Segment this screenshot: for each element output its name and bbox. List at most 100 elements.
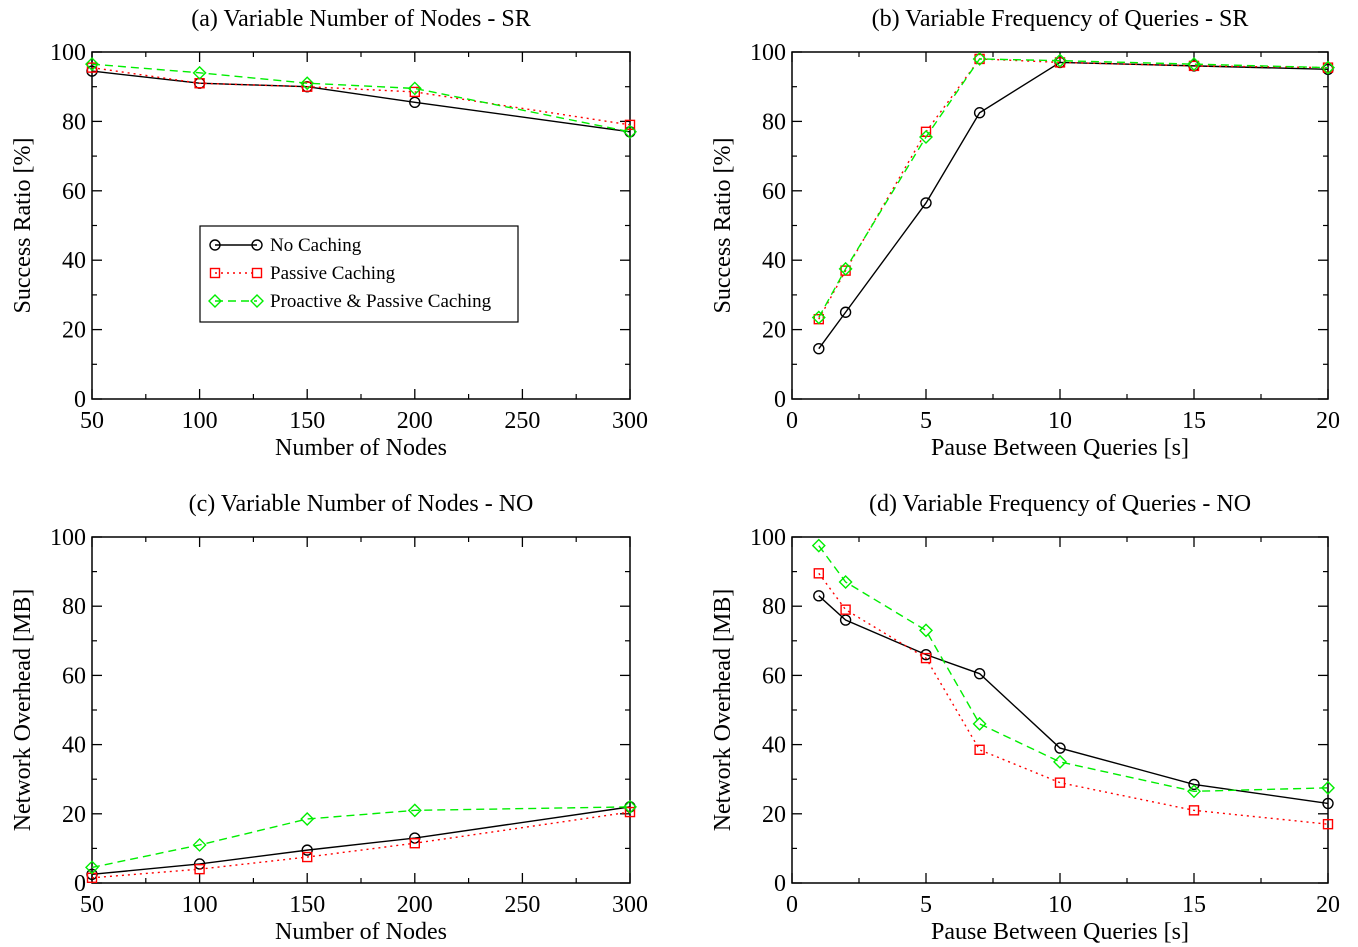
series-line <box>91 806 631 876</box>
data-point <box>300 812 315 826</box>
data-point <box>409 86 420 98</box>
legend-entry: Passive Caching <box>270 263 396 284</box>
x-tick-label: 5 <box>920 408 932 434</box>
y-tick-label: 100 <box>50 525 86 551</box>
data-point <box>1321 780 1335 795</box>
data-point <box>409 838 420 849</box>
series-2 <box>811 51 1335 325</box>
y-tick-label: 80 <box>62 109 86 135</box>
data-point <box>813 568 824 579</box>
data-point <box>409 96 421 109</box>
data-point <box>839 306 852 318</box>
series-line <box>818 58 1329 318</box>
data-point <box>624 126 636 138</box>
x-tick-label: 0 <box>786 892 798 918</box>
chart-panel-3: (d) Variable Frequency of Queries - NO 0 5… <box>710 491 1340 945</box>
x-tick-label: 50 <box>80 408 104 434</box>
data-point <box>811 538 826 553</box>
data-point <box>1322 818 1334 830</box>
y-tick-label: 0 <box>774 387 786 413</box>
series-1 <box>813 53 1334 325</box>
data-point <box>1054 777 1066 788</box>
data-point <box>919 623 933 638</box>
data-point <box>974 53 985 65</box>
data-point <box>86 62 98 73</box>
y-axis-label: Success Ratio [%] <box>10 138 36 314</box>
series-2 <box>85 57 637 139</box>
series-line <box>818 595 1329 805</box>
y-tick-label: 0 <box>74 871 86 897</box>
chart-panel-1: (b) Variable Frequency of Queries - SR 0 5… <box>710 6 1340 461</box>
series-line <box>91 70 631 133</box>
data-point <box>813 590 825 602</box>
y-tick-label: 100 <box>50 40 86 66</box>
x-tick-label: 15 <box>1182 892 1206 918</box>
data-point <box>192 837 207 852</box>
data-point <box>1053 53 1067 68</box>
data-point <box>1188 778 1200 791</box>
data-point <box>920 652 932 664</box>
legend-marker <box>251 239 263 251</box>
series-line <box>818 58 1329 320</box>
data-point <box>1187 784 1201 799</box>
data-point <box>1321 60 1335 75</box>
series-1 <box>813 568 1334 830</box>
legend-marker <box>251 267 263 279</box>
series-2 <box>811 538 1335 799</box>
x-tick-label: 250 <box>504 408 540 434</box>
x-tick-label: 100 <box>182 892 218 918</box>
data-point <box>302 851 313 863</box>
data-point <box>974 744 985 755</box>
data-point <box>302 81 313 92</box>
series-line <box>818 545 1329 793</box>
x-axis-label: Number of Nodes <box>275 435 447 461</box>
x-tick-label: 20 <box>1316 408 1340 434</box>
chart-panel-0: (a) Variable Number of Nodes - SR 50 100 15… <box>10 6 648 461</box>
x-tick-label: 150 <box>289 408 325 434</box>
y-tick-label: 40 <box>762 248 786 274</box>
y-tick-label: 20 <box>62 318 86 344</box>
legend-entry: No Caching <box>270 235 362 256</box>
series-line <box>91 806 631 869</box>
data-point <box>1322 797 1334 810</box>
data-point <box>1188 805 1200 816</box>
data-point <box>407 81 422 96</box>
x-tick-label: 100 <box>182 408 218 434</box>
y-tick-label: 60 <box>762 179 786 205</box>
data-point <box>407 803 422 818</box>
legend-entry: Proactive & Passive Caching <box>270 291 492 312</box>
x-tick-label: 20 <box>1316 892 1340 918</box>
series-line <box>818 572 1329 825</box>
chart-title: (c) Variable Number of Nodes - NO <box>189 491 534 517</box>
data-point <box>301 844 313 856</box>
y-tick-label: 20 <box>762 802 786 828</box>
x-tick-label: 10 <box>1048 408 1072 434</box>
x-tick-label: 150 <box>289 892 325 918</box>
y-tick-label: 0 <box>74 387 86 413</box>
data-point <box>813 342 825 355</box>
y-tick-label: 0 <box>774 871 786 897</box>
x-axis-label: Pause Between Queries [s] <box>931 919 1189 945</box>
data-point <box>920 197 932 209</box>
data-point <box>840 604 851 615</box>
x-axis-label: Pause Between Queries [s] <box>931 435 1189 461</box>
data-point <box>300 76 315 91</box>
data-point <box>839 614 852 626</box>
y-axis-label: Success Ratio [%] <box>710 138 736 314</box>
y-tick-label: 80 <box>62 594 86 620</box>
series-0 <box>86 801 636 881</box>
legend-marker <box>209 239 221 251</box>
data-point <box>973 107 986 119</box>
data-point <box>1322 62 1334 73</box>
x-tick-label: 10 <box>1048 892 1072 918</box>
data-point <box>624 806 636 818</box>
x-tick-label: 300 <box>612 408 648 434</box>
data-point <box>811 310 826 325</box>
y-tick-label: 100 <box>750 525 786 551</box>
y-tick-label: 20 <box>762 318 786 344</box>
data-point <box>838 261 853 276</box>
data-point <box>623 124 637 139</box>
x-tick-label: 5 <box>920 892 932 918</box>
y-tick-label: 40 <box>62 248 86 274</box>
